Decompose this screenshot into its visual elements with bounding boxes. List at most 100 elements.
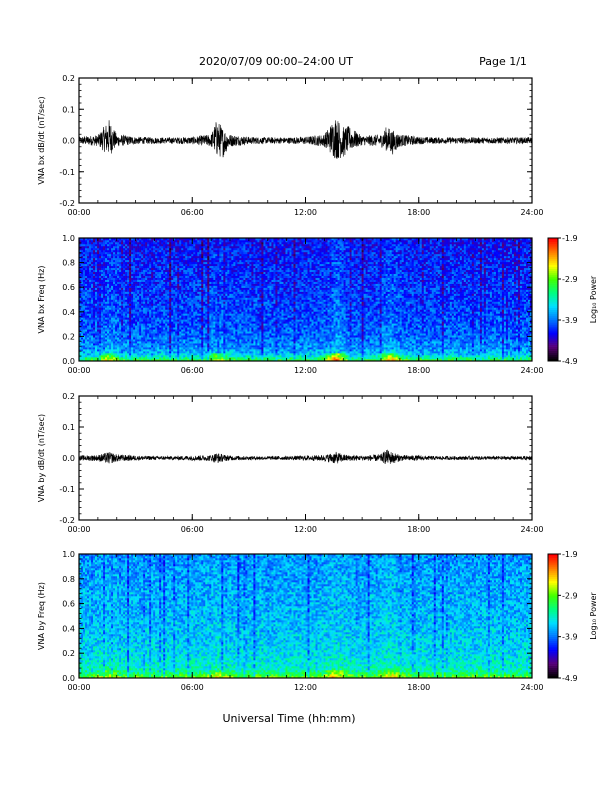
heatmap-cell bbox=[101, 289, 104, 292]
heatmap-cell bbox=[131, 313, 134, 316]
heatmap-cell bbox=[171, 255, 174, 259]
heatmap-cell bbox=[163, 291, 166, 294]
heatmap-cell bbox=[183, 305, 186, 308]
heatmap-cell bbox=[111, 279, 114, 282]
heatmap-cell bbox=[197, 281, 200, 284]
heatmap-cell bbox=[81, 267, 84, 271]
heatmap-cell bbox=[97, 273, 100, 276]
heatmap-cell bbox=[109, 241, 112, 245]
heatmap-cell bbox=[115, 245, 118, 249]
heatmap-cell bbox=[153, 293, 156, 296]
heatmap-cell bbox=[135, 297, 138, 300]
heatmap-cell bbox=[179, 259, 182, 263]
heatmap-cell bbox=[91, 355, 94, 358]
heatmap-cell bbox=[147, 239, 150, 243]
heatmap-cell bbox=[157, 275, 160, 278]
heatmap-cell bbox=[179, 301, 182, 304]
heatmap-cell bbox=[173, 273, 176, 276]
heatmap-cell bbox=[205, 309, 208, 312]
heatmap-cell bbox=[189, 251, 192, 255]
heatmap-cell bbox=[147, 259, 150, 263]
heatmap-cell bbox=[219, 241, 222, 245]
heatmap-cell bbox=[147, 309, 150, 312]
heatmap-cell bbox=[151, 323, 154, 326]
heatmap-cell bbox=[89, 355, 92, 358]
heatmap-cell bbox=[205, 267, 208, 271]
heatmap-cell bbox=[209, 269, 212, 273]
heatmap-cell bbox=[157, 329, 160, 332]
heatmap-cell bbox=[165, 289, 168, 292]
heatmap-cell bbox=[197, 253, 200, 257]
heatmap-cell bbox=[205, 281, 208, 284]
heatmap-cell bbox=[151, 293, 154, 296]
heatmap-cell bbox=[155, 321, 158, 324]
heatmap-cell bbox=[171, 265, 174, 269]
heatmap-cell bbox=[187, 239, 190, 243]
heatmap-cell bbox=[169, 347, 172, 350]
heatmap-cell bbox=[113, 343, 116, 346]
heatmap-cell bbox=[205, 353, 208, 356]
heatmap-cell bbox=[181, 317, 184, 320]
heatmap-cell bbox=[179, 317, 182, 320]
heatmap-cell bbox=[233, 251, 236, 255]
heatmap-cell bbox=[209, 311, 212, 314]
heatmap-cell bbox=[161, 263, 164, 267]
heatmap-cell bbox=[229, 343, 232, 346]
heatmap-cell bbox=[155, 259, 158, 263]
heatmap-cell bbox=[151, 267, 154, 271]
heatmap-cell bbox=[95, 249, 98, 253]
heatmap-cell bbox=[125, 277, 128, 280]
heatmap-cell bbox=[185, 343, 188, 346]
heatmap-cell bbox=[133, 238, 136, 241]
heatmap-cell bbox=[133, 351, 136, 354]
heatmap-cell bbox=[165, 249, 168, 253]
heatmap-cell bbox=[223, 315, 226, 318]
heatmap-cell bbox=[193, 283, 196, 286]
heatmap-cell bbox=[85, 353, 88, 356]
heatmap-cell bbox=[93, 359, 96, 362]
heatmap-cell bbox=[191, 287, 194, 290]
heatmap-cell bbox=[183, 351, 186, 354]
heatmap-cell bbox=[211, 249, 214, 253]
heatmap-cell bbox=[127, 297, 130, 300]
heatmap-cell bbox=[95, 321, 98, 324]
heatmap-cell bbox=[213, 305, 216, 308]
heatmap-cell bbox=[139, 247, 142, 251]
heatmap-cell bbox=[223, 345, 226, 348]
heatmap-cell bbox=[191, 293, 194, 296]
heatmap-cell bbox=[143, 319, 146, 322]
heatmap-cell bbox=[169, 321, 172, 324]
heatmap-cell bbox=[191, 325, 194, 328]
heatmap-cell bbox=[87, 311, 90, 314]
heatmap-cell bbox=[147, 299, 150, 302]
heatmap-cell bbox=[181, 281, 184, 284]
heatmap-cell bbox=[97, 355, 100, 358]
heatmap-cell bbox=[107, 301, 110, 304]
heatmap-cell bbox=[121, 323, 124, 326]
heatmap-cell bbox=[181, 303, 184, 306]
heatmap-cell bbox=[215, 319, 218, 322]
heatmap-cell bbox=[95, 273, 98, 276]
heatmap-cell bbox=[205, 343, 208, 346]
heatmap-cell bbox=[183, 319, 186, 322]
heatmap-cell bbox=[197, 317, 200, 320]
heatmap-cell bbox=[103, 277, 106, 280]
heatmap-cell bbox=[97, 347, 100, 350]
heatmap-cell bbox=[229, 323, 232, 326]
heatmap-cell bbox=[137, 347, 140, 350]
heatmap-cell bbox=[187, 265, 190, 269]
heatmap-cell bbox=[141, 241, 144, 245]
heatmap-cell bbox=[87, 341, 90, 344]
heatmap-cell bbox=[135, 337, 138, 340]
heatmap-cell bbox=[201, 293, 204, 296]
heatmap-cell bbox=[197, 247, 200, 251]
heatmap-cell bbox=[221, 289, 224, 292]
heatmap-cell bbox=[107, 279, 110, 282]
heatmap-cell bbox=[97, 255, 100, 259]
heatmap-cell bbox=[155, 337, 158, 340]
heatmap-cell bbox=[107, 351, 110, 354]
heatmap-cell bbox=[149, 267, 152, 271]
heatmap-cell bbox=[229, 259, 232, 263]
heatmap-cell bbox=[85, 247, 88, 251]
heatmap-cell bbox=[195, 339, 198, 342]
